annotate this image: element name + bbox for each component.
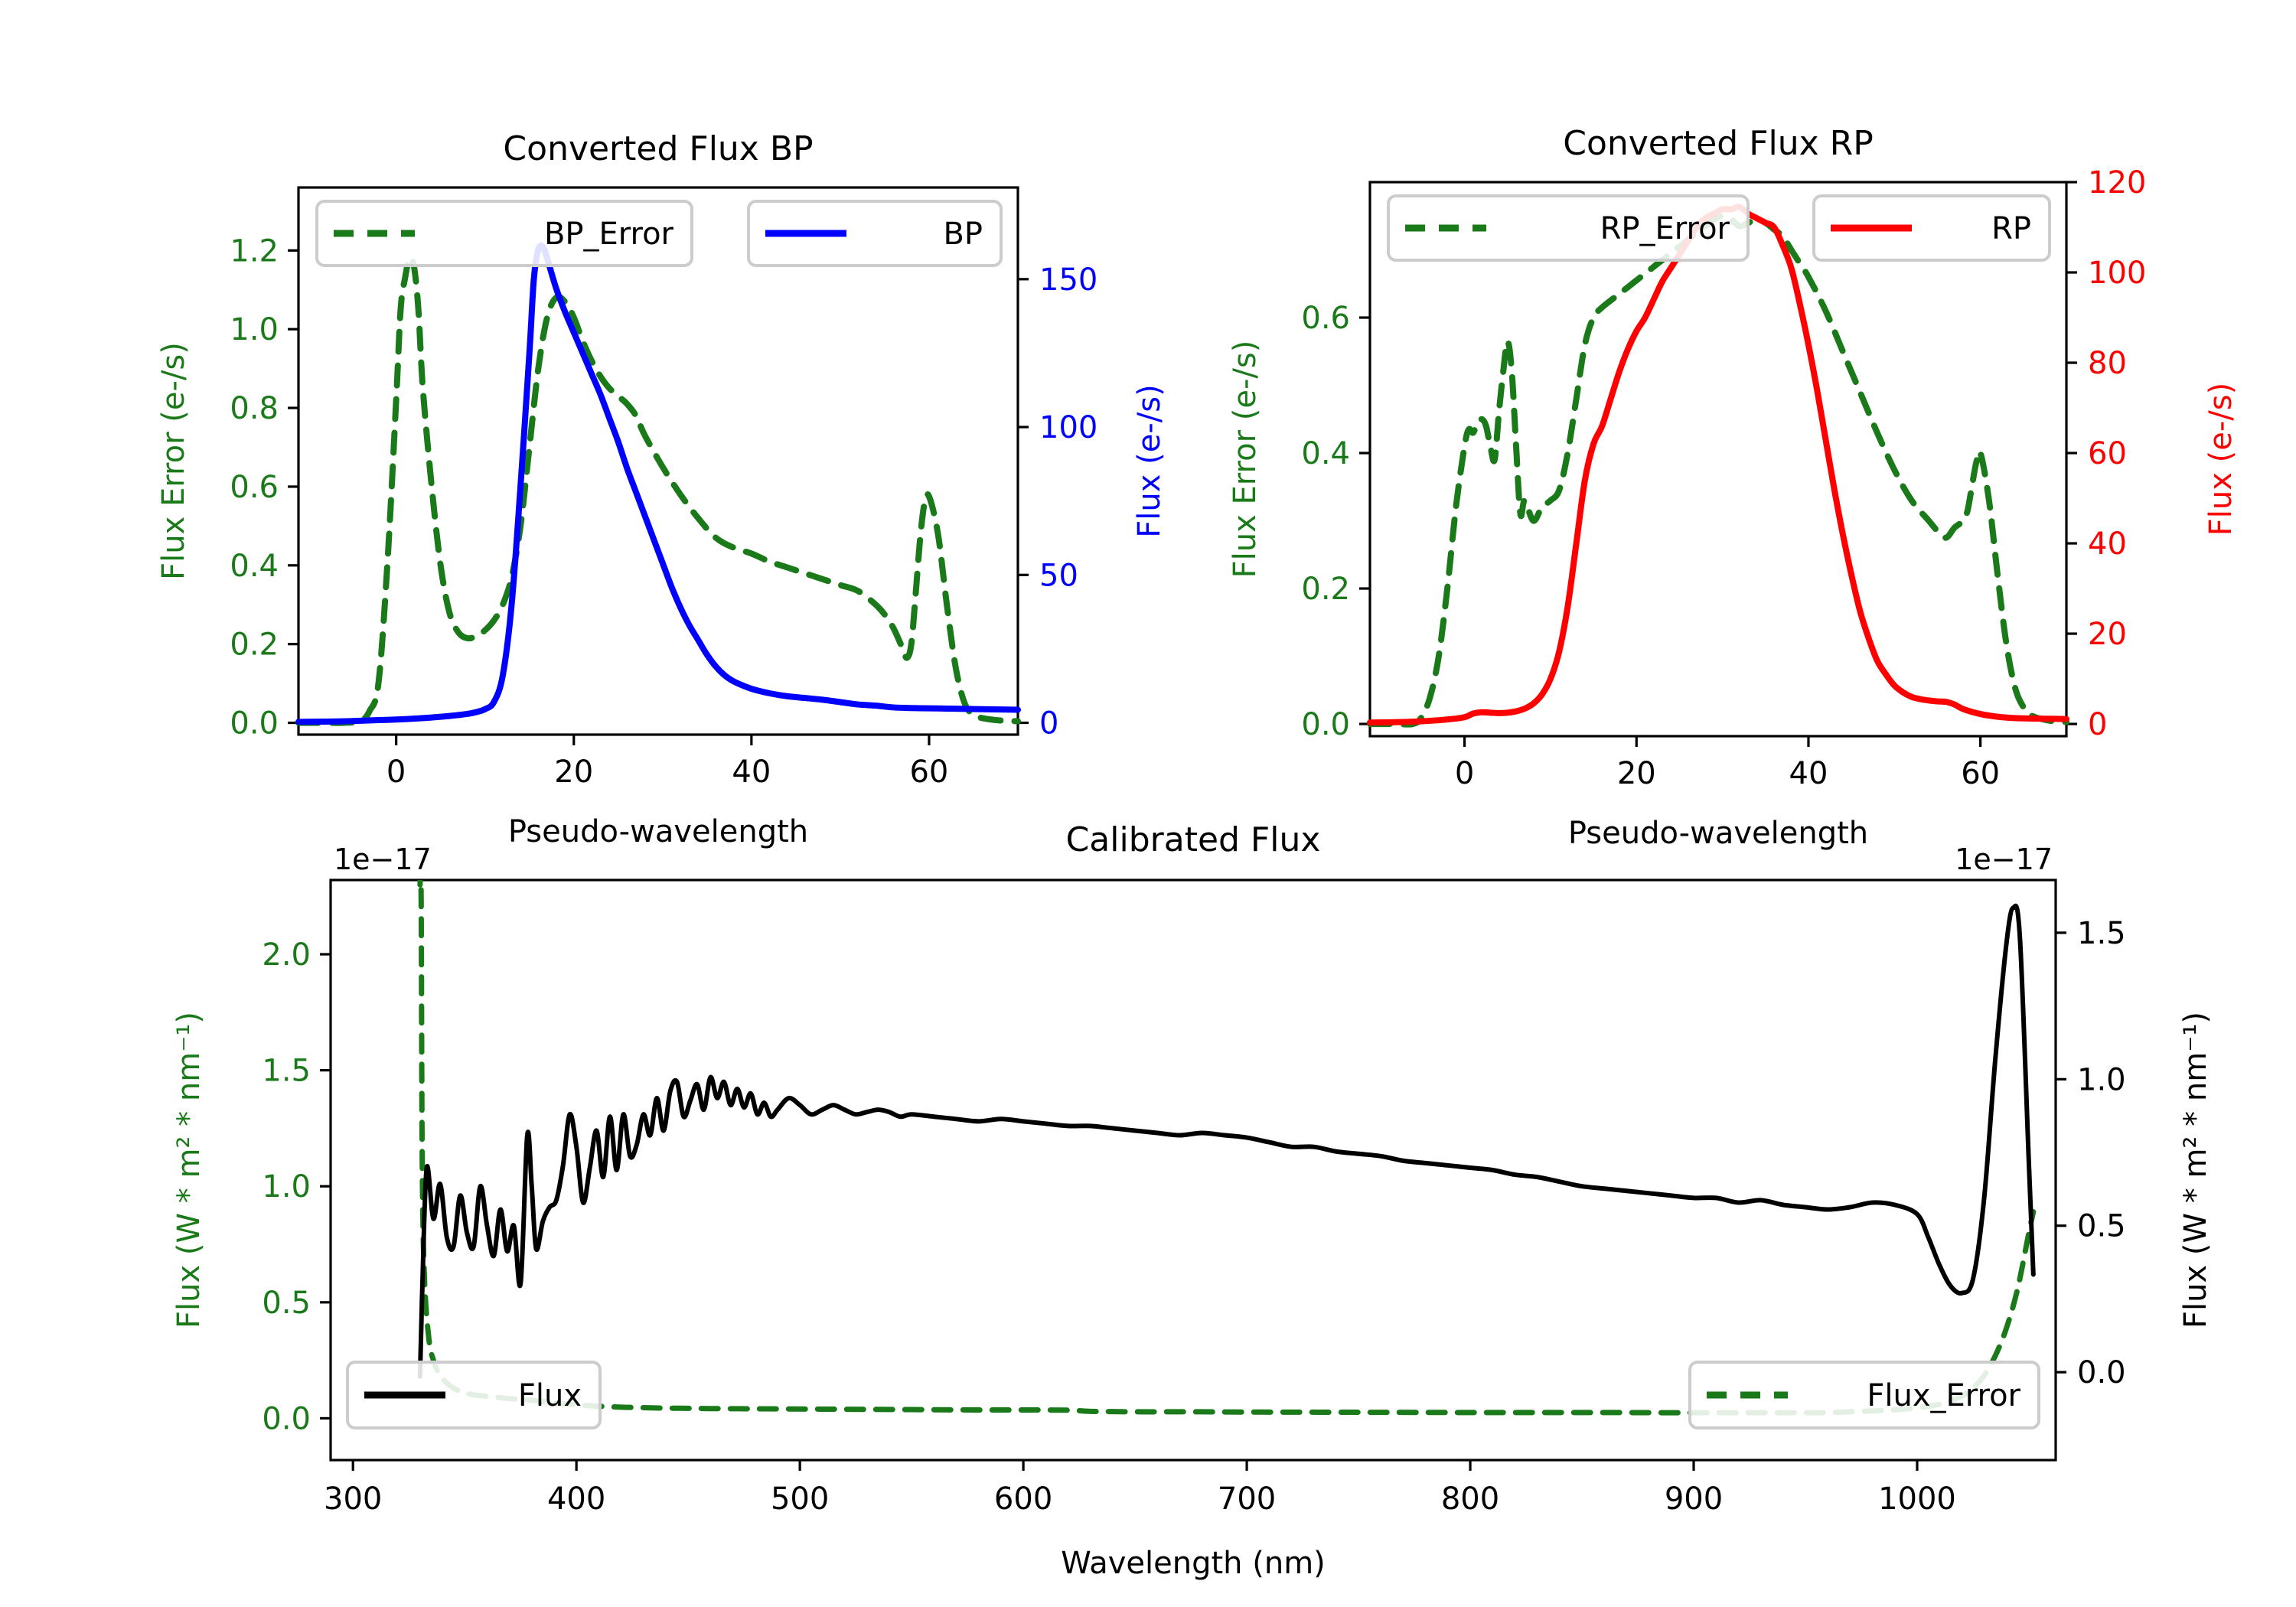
panel-bp-legend-flux-label: BP (943, 217, 983, 252)
panel-rp-error-curve (1367, 213, 2069, 728)
panel-rp-frame (1368, 181, 2068, 738)
panel-calibrated-x-ticklabel: 800 (1441, 1482, 1499, 1517)
panel-calibrated-legend-flux-box (346, 1361, 602, 1429)
panel-bp-error-curve (295, 254, 1021, 726)
panel-calibrated-offset-left: 1e−17 (334, 843, 432, 876)
panel-rp-legend-flux-box (1812, 194, 2051, 262)
panel-rp-legend-error-box (1387, 194, 1750, 262)
panel-rp-y-right-ticklabel: 100 (2088, 256, 2146, 291)
panel-rp-legend-error[interactable]: RP_Error (1387, 194, 1750, 262)
panel-rp-y-left-ticklabel: 0.4 (1301, 436, 1350, 471)
panel-bp-y-right-ticklabel: 100 (1039, 410, 1097, 445)
panel-calibrated-x-ticklabel: 300 (324, 1482, 382, 1517)
panel-calibrated-xlabel: Wavelength (nm) (1061, 1546, 1326, 1581)
panel-rp-y-right-ticklabel: 40 (2088, 526, 2127, 562)
panel-calibrated-frame (329, 878, 2057, 1462)
panel-bp-y-right-ticklabel: 150 (1039, 262, 1097, 298)
panel-rp-legend-flux[interactable]: RP (1812, 194, 2051, 262)
panel-rp-y-left-ticklabel: 0.6 (1301, 301, 1350, 336)
panel-rp-legend-error-label: RP_Error (1600, 211, 1730, 246)
panel-bp-x-ticklabel: 40 (732, 755, 771, 790)
panel-calibrated-x-ticklabel: 1000 (1878, 1482, 1956, 1517)
panel-calibrated-legend-error-box (1688, 1361, 2040, 1429)
panel-calibrated-y-left-ticklabel: 1.0 (262, 1169, 311, 1204)
panel-bp-y-left-ticklabel: 1.0 (230, 312, 279, 347)
panel-rp-y-right-ticklabel: 80 (2088, 346, 2127, 381)
panel-calibrated-legend-flux[interactable]: Flux (346, 1361, 602, 1429)
panel-calibrated-legend-error[interactable]: Flux_Error (1688, 1361, 2040, 1429)
panel-calibrated-ylabel-left: Flux (W * m² * nm⁻¹) (171, 1012, 207, 1328)
panel-bp-legend-error-label: BP_Error (544, 217, 674, 252)
panel-calibrated-y-left-ticklabel: 0.0 (262, 1401, 311, 1436)
panel-calibrated-y-left-ticklabel: 0.5 (262, 1286, 311, 1321)
panel-rp-legend-flux-label: RP (1991, 211, 2031, 246)
panel-calibrated-x-ticklabel: 400 (547, 1482, 605, 1517)
panel-calibrated-offset-right: 1e−17 (1955, 843, 2053, 876)
panel-bp-y-left-ticklabel: 0.0 (230, 706, 279, 742)
panel-bp-y-left-ticklabel: 1.2 (230, 233, 279, 269)
panel-rp-ylabel-left: Flux Error (e-/s) (1228, 341, 1263, 579)
panel-bp-y-left-ticklabel: 0.8 (230, 391, 279, 426)
panel-bp-flux-curve (295, 242, 1021, 725)
panel-calibrated-y-right-ticklabel: 0.5 (2077, 1209, 2126, 1244)
panel-calibrated-y-left-ticklabel: 1.5 (262, 1054, 311, 1089)
panel-calibrated-x-ticklabel: 900 (1665, 1482, 1723, 1517)
panel-rp-x-ticklabel: 0 (1455, 756, 1474, 791)
panel-bp-ylabel-right: Flux (e-/s) (1132, 384, 1167, 537)
panel-rp: Converted Flux RP 0 20 40 60 0.0 0.2 0.4 0.6 0 20 4… (1228, 124, 2239, 851)
panel-rp-y-left-ticklabel: 0.0 (1301, 707, 1350, 742)
panel-bp-y-left-ticklabel: 0.2 (230, 627, 279, 663)
panel-rp-y-right-ticklabel: 60 (2088, 436, 2127, 471)
panel-calibrated-title: Calibrated Flux (1066, 820, 1321, 859)
panel-rp-y-left-ticklabel: 0.2 (1301, 572, 1350, 607)
panel-rp-y-right-ticklabel: 120 (2088, 165, 2146, 200)
panel-rp-x-ticklabel: 20 (1617, 756, 1656, 791)
panel-calibrated-y-right-ticklabel: 1.5 (2077, 916, 2126, 951)
panel-rp-flux-curve (1367, 204, 2069, 726)
panel-calibrated-y-right-ticklabel: 0.0 (2077, 1355, 2126, 1390)
panel-bp-x-ticklabel: 20 (554, 755, 593, 790)
panel-bp-y-left-ticklabel: 0.4 (230, 549, 279, 584)
panel-bp-xlabel: Pseudo-wavelength (508, 814, 808, 849)
panel-calibrated-y-left-ticklabel: 2.0 (262, 937, 311, 973)
panel-rp-xlabel: Pseudo-wavelength (1568, 816, 1868, 851)
panel-bp-legend-error-box (315, 200, 693, 267)
panel-calibrated-legend-error-label: Flux_Error (1867, 1378, 2020, 1413)
panel-bp-legend-error[interactable]: BP_Error (315, 200, 693, 267)
panel-calibrated-ylabel-right: Flux (W * m² * nm⁻¹) (2178, 1012, 2213, 1328)
panel-bp: Converted Flux BP 0 20 40 60 0.0 0.2 0.4 0.6 0.8 1… (156, 129, 1167, 849)
panel-calibrated-flux-curve (417, 903, 2036, 1379)
panel-rp-y-right-ticklabel: 0 (2088, 707, 2107, 742)
panel-bp-legend-flux-box (747, 200, 1003, 267)
panel-rp-x-ticklabel: 60 (1961, 756, 2000, 791)
panel-bp-legend-flux[interactable]: BP (747, 200, 1003, 267)
panel-rp-title: Converted Flux RP (1563, 124, 1874, 163)
panel-calibrated: Calibrated Flux 300 400 500 600 700 800 900 1000… (171, 820, 2213, 1581)
panel-calibrated-curves (417, 880, 2037, 1416)
panel-bp-x-ticklabel: 60 (909, 755, 948, 790)
panel-calibrated-x-ticklabel: 500 (771, 1482, 829, 1517)
panel-calibrated-x-ticklabel: 600 (994, 1482, 1052, 1517)
panel-bp-x-ticklabel: 0 (386, 755, 406, 790)
panel-rp-x-ticklabel: 40 (1789, 756, 1828, 791)
panel-bp-frame (297, 186, 1019, 736)
panel-bp-y-right-ticklabel: 50 (1039, 558, 1078, 593)
panel-calibrated-legend-flux-label: Flux (518, 1378, 582, 1413)
panel-bp-ylabel-left: Flux Error (e-/s) (156, 342, 191, 580)
panel-bp-title: Converted Flux BP (503, 129, 813, 168)
panel-bp-y-left-ticklabel: 0.6 (230, 470, 279, 505)
panel-calibrated-x-ticklabel: 700 (1218, 1482, 1276, 1517)
panel-bp-y-right-ticklabel: 0 (1039, 706, 1058, 742)
panel-rp-y-right-ticklabel: 20 (2088, 617, 2127, 652)
panel-calibrated-y-right-ticklabel: 1.0 (2077, 1062, 2126, 1097)
panel-calibrated-error-curve (417, 880, 2037, 1416)
panel-rp-ylabel-right: Flux (e-/s) (2203, 383, 2239, 536)
